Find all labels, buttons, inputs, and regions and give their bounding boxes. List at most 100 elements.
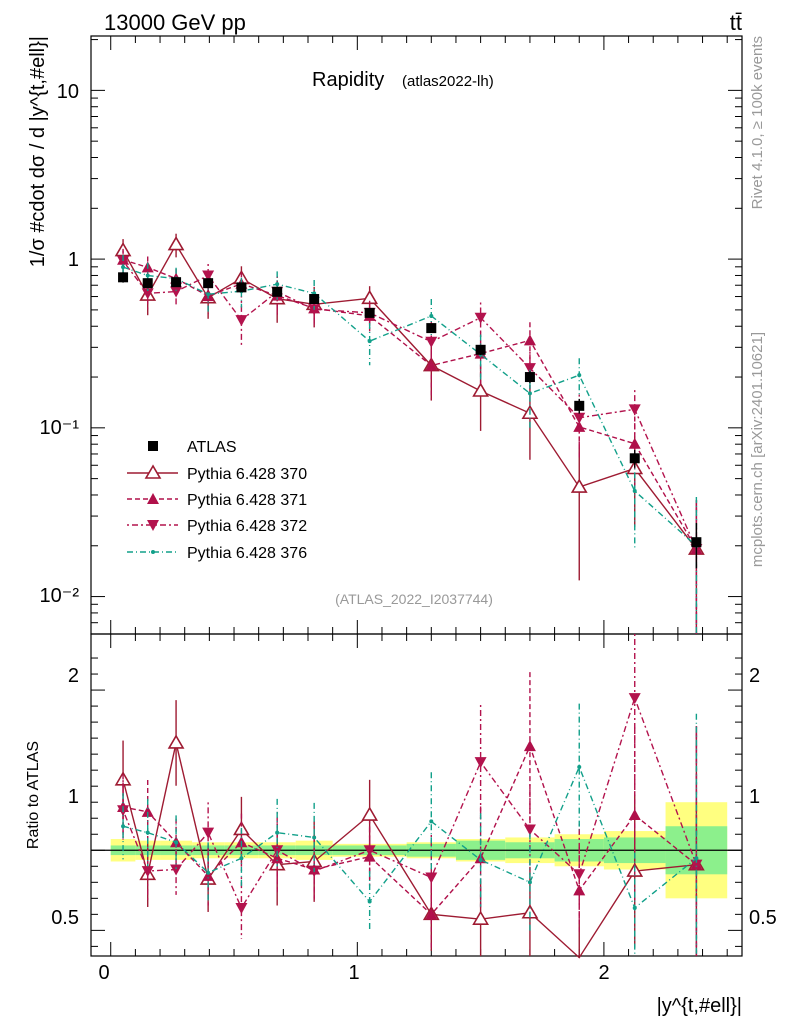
series-point-371 xyxy=(573,420,586,432)
series-point-376 xyxy=(367,339,372,344)
ratio-tick-label-1-right: 1 xyxy=(749,786,760,808)
y-tick-label-0.1: 10⁻¹ xyxy=(40,417,80,439)
ratio-point-376 xyxy=(239,856,244,861)
y-axis-label-bottom: Ratio to ATLAS xyxy=(25,741,42,849)
x-axis-label: |y^{t,#ell}| xyxy=(657,995,742,1017)
data-point xyxy=(203,278,214,289)
ratio-point-370 xyxy=(472,910,490,925)
ratio-point-376 xyxy=(527,880,532,885)
chart-subtitle: (atlas2022-lh) xyxy=(402,73,494,90)
data-point xyxy=(364,307,375,318)
data-point xyxy=(426,323,437,334)
data-point xyxy=(524,372,535,383)
series-point-371 xyxy=(628,437,641,449)
series-point-370 xyxy=(167,235,185,251)
ratio-point-372 xyxy=(523,824,536,836)
series-line-376 xyxy=(122,266,697,547)
ratio-point-372 xyxy=(628,693,641,705)
series-point-372 xyxy=(141,288,154,300)
ratio-point-371 xyxy=(202,869,215,881)
data-point xyxy=(171,277,182,288)
process-label: tt̄ xyxy=(730,10,742,35)
series-line-370 xyxy=(122,243,697,550)
ratio-point-376 xyxy=(367,899,372,904)
series-point-372 xyxy=(474,312,487,324)
ratio-tick-label-0.5-left: 0.5 xyxy=(51,907,79,929)
series-point-372 xyxy=(235,315,248,327)
x-tick-label-0: 0 xyxy=(98,962,109,984)
data-point xyxy=(574,400,585,411)
ratio-point-370 xyxy=(167,734,185,749)
ratio-point-372 xyxy=(474,757,487,769)
legend-label-371: Pythia 6.428 371 xyxy=(187,492,307,509)
series-point-376 xyxy=(527,391,532,396)
ratio-line-371 xyxy=(122,744,697,916)
data-point xyxy=(475,344,486,355)
legend-label-370: Pythia 6.428 370 xyxy=(187,466,307,483)
data-point xyxy=(629,453,640,464)
series-line-371 xyxy=(122,259,697,550)
ratio-point-372 xyxy=(425,872,438,884)
series-point-376 xyxy=(275,282,280,287)
series-point-372 xyxy=(573,412,586,424)
x-tick-label-1: 1 xyxy=(348,962,359,984)
ratio-tick-label-2-right: 2 xyxy=(749,665,760,687)
y-tick-label-1: 1 xyxy=(68,249,79,271)
legend-label-376: Pythia 6.428 376 xyxy=(187,545,307,562)
series-point-376 xyxy=(121,265,126,270)
chart-title: Rapidity xyxy=(312,69,384,91)
ratio-point-376 xyxy=(429,819,434,824)
legend-marker-370 xyxy=(144,464,162,479)
energy-label: 13000 GeV pp xyxy=(104,10,246,35)
ratio-line-372 xyxy=(122,695,698,910)
ratio-line-370 xyxy=(122,742,697,959)
series-point-376 xyxy=(632,488,637,493)
series-point-376 xyxy=(429,313,434,318)
rivet-version-label: Rivet 4.1.0, ≥ 100k events xyxy=(749,36,766,209)
y-axis-label-top: 1/σ #cdot dσ / d |y^{t,#ell}| xyxy=(27,36,49,267)
ratio-point-371 xyxy=(271,852,284,864)
ratio-point-376 xyxy=(577,764,582,769)
legend-marker-372 xyxy=(147,520,159,531)
ratio-point-372 xyxy=(170,864,183,876)
data-point xyxy=(118,272,129,283)
ratio-point-376 xyxy=(145,830,150,835)
ratio-point-371 xyxy=(141,805,154,817)
series-point-376 xyxy=(145,273,150,278)
series-line-372 xyxy=(122,260,698,550)
series-point-372 xyxy=(523,363,536,375)
ratio-point-376 xyxy=(121,824,126,829)
series-point-372 xyxy=(117,255,130,267)
ratio-line-376 xyxy=(122,765,697,910)
data-point xyxy=(691,537,702,548)
ratio-point-372 xyxy=(141,866,154,878)
ratio-point-370 xyxy=(361,806,379,821)
ratio-tick-label-0.5-right: 0.5 xyxy=(749,907,777,929)
data-point xyxy=(142,278,153,289)
series-point-370 xyxy=(570,478,588,493)
series-point-376 xyxy=(577,373,582,378)
data-point xyxy=(272,286,283,297)
ratio-point-376 xyxy=(206,870,211,875)
ratio-point-372 xyxy=(690,859,703,871)
ratio-point-371 xyxy=(628,809,641,821)
y-tick-label-0.01: 10⁻² xyxy=(40,585,80,607)
ratio-point-372 xyxy=(202,827,215,839)
legend-marker-376 xyxy=(151,550,155,554)
series-point-372 xyxy=(170,286,183,298)
data-point xyxy=(236,282,247,293)
mcplots-source-label: mcplots.cern.ch [arXiv:2401.10621] xyxy=(749,332,766,567)
ratio-point-372 xyxy=(271,845,284,857)
ratio-point-376 xyxy=(312,835,317,840)
ratio-point-376 xyxy=(478,857,483,862)
y-tick-label-10: 10 xyxy=(57,81,79,103)
ratio-point-371 xyxy=(523,740,536,752)
ratio-point-372 xyxy=(573,869,586,881)
ratio-tick-label-1-left: 1 xyxy=(68,786,79,808)
x-tick-label-2: 2 xyxy=(598,962,609,984)
ratio-point-376 xyxy=(275,830,280,835)
series-point-372 xyxy=(628,404,641,416)
series-point-370 xyxy=(472,382,490,397)
series-point-372 xyxy=(425,336,438,348)
